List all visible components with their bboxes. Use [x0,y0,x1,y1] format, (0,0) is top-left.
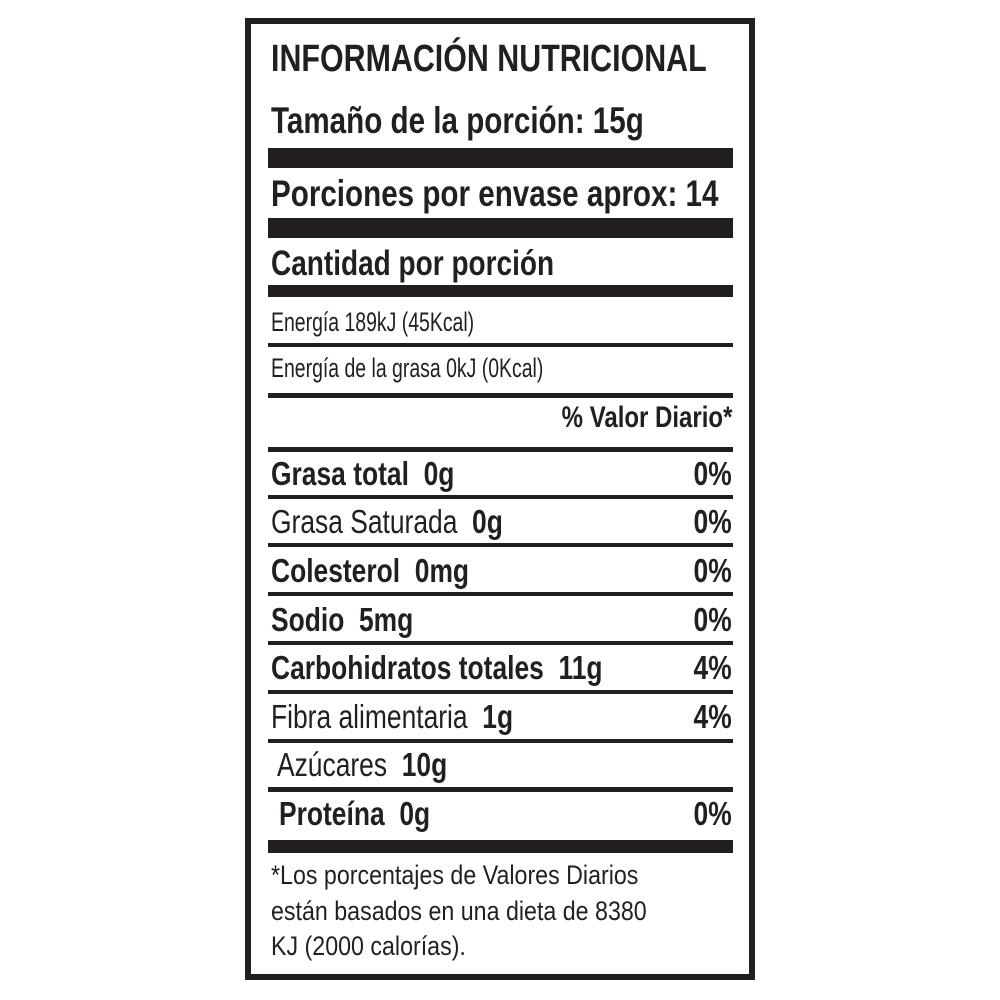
thick-divider [268,148,733,168]
nutrient-row-saturated-fat: Grasa Saturada 0g [271,503,503,540]
divider [268,495,733,499]
divider [268,592,733,596]
daily-value-header: % Valor Diario* [561,401,732,434]
medium-divider [268,840,733,853]
nutrient-row-sugars: Azúcares 10g [277,746,448,783]
amount-per-serving: Cantidad por porción [271,244,555,283]
nutrient-row-cholesterol: Colesterol 0mg [271,552,470,589]
nutrient-row-sodium: Sodio 5mg [271,601,414,638]
footnote-line-3: KJ (2000 calorías). [271,931,466,961]
label-title: INFORMACIÓN NUTRICIONAL [271,38,707,80]
dv-protein: 0% [693,795,732,832]
divider [268,343,733,347]
divider [268,739,733,743]
energy: Energía 189kJ (45Kcal) [271,307,475,337]
divider [268,393,733,398]
divider [268,543,733,547]
medium-divider [268,285,733,297]
dv-cholesterol: 0% [693,552,732,589]
footnote-line-2: están basados en una dieta de 8380 [271,896,647,926]
energy-from-fat: Energía de la grasa 0kJ (0Kcal) [271,353,544,383]
dv-sodium: 0% [693,601,732,638]
serving-size: Tamaño de la porción: 15g [271,100,644,141]
thick-divider [268,218,733,238]
label-border [245,18,755,980]
divider [268,641,733,645]
nutrient-row-protein: Proteína 0g [279,795,431,832]
divider [268,690,733,694]
divider [268,787,733,792]
nutrient-row-fiber: Fibra alimentaria 1g [271,698,514,735]
dv-total-fat: 0% [693,455,732,492]
nutrient-row-total-carbs: Carbohidratos totales 11g [271,649,603,686]
dv-total-carbs: 4% [693,649,732,686]
divider [268,447,733,452]
servings-per-container: Porciones por envase aprox: 14 [271,173,719,214]
dv-fiber: 4% [693,698,732,735]
dv-saturated-fat: 0% [693,503,732,540]
footnote-line-1: *Los porcentajes de Valores Diarios [271,860,639,890]
nutrient-row-total-fat: Grasa total 0g [271,455,455,492]
